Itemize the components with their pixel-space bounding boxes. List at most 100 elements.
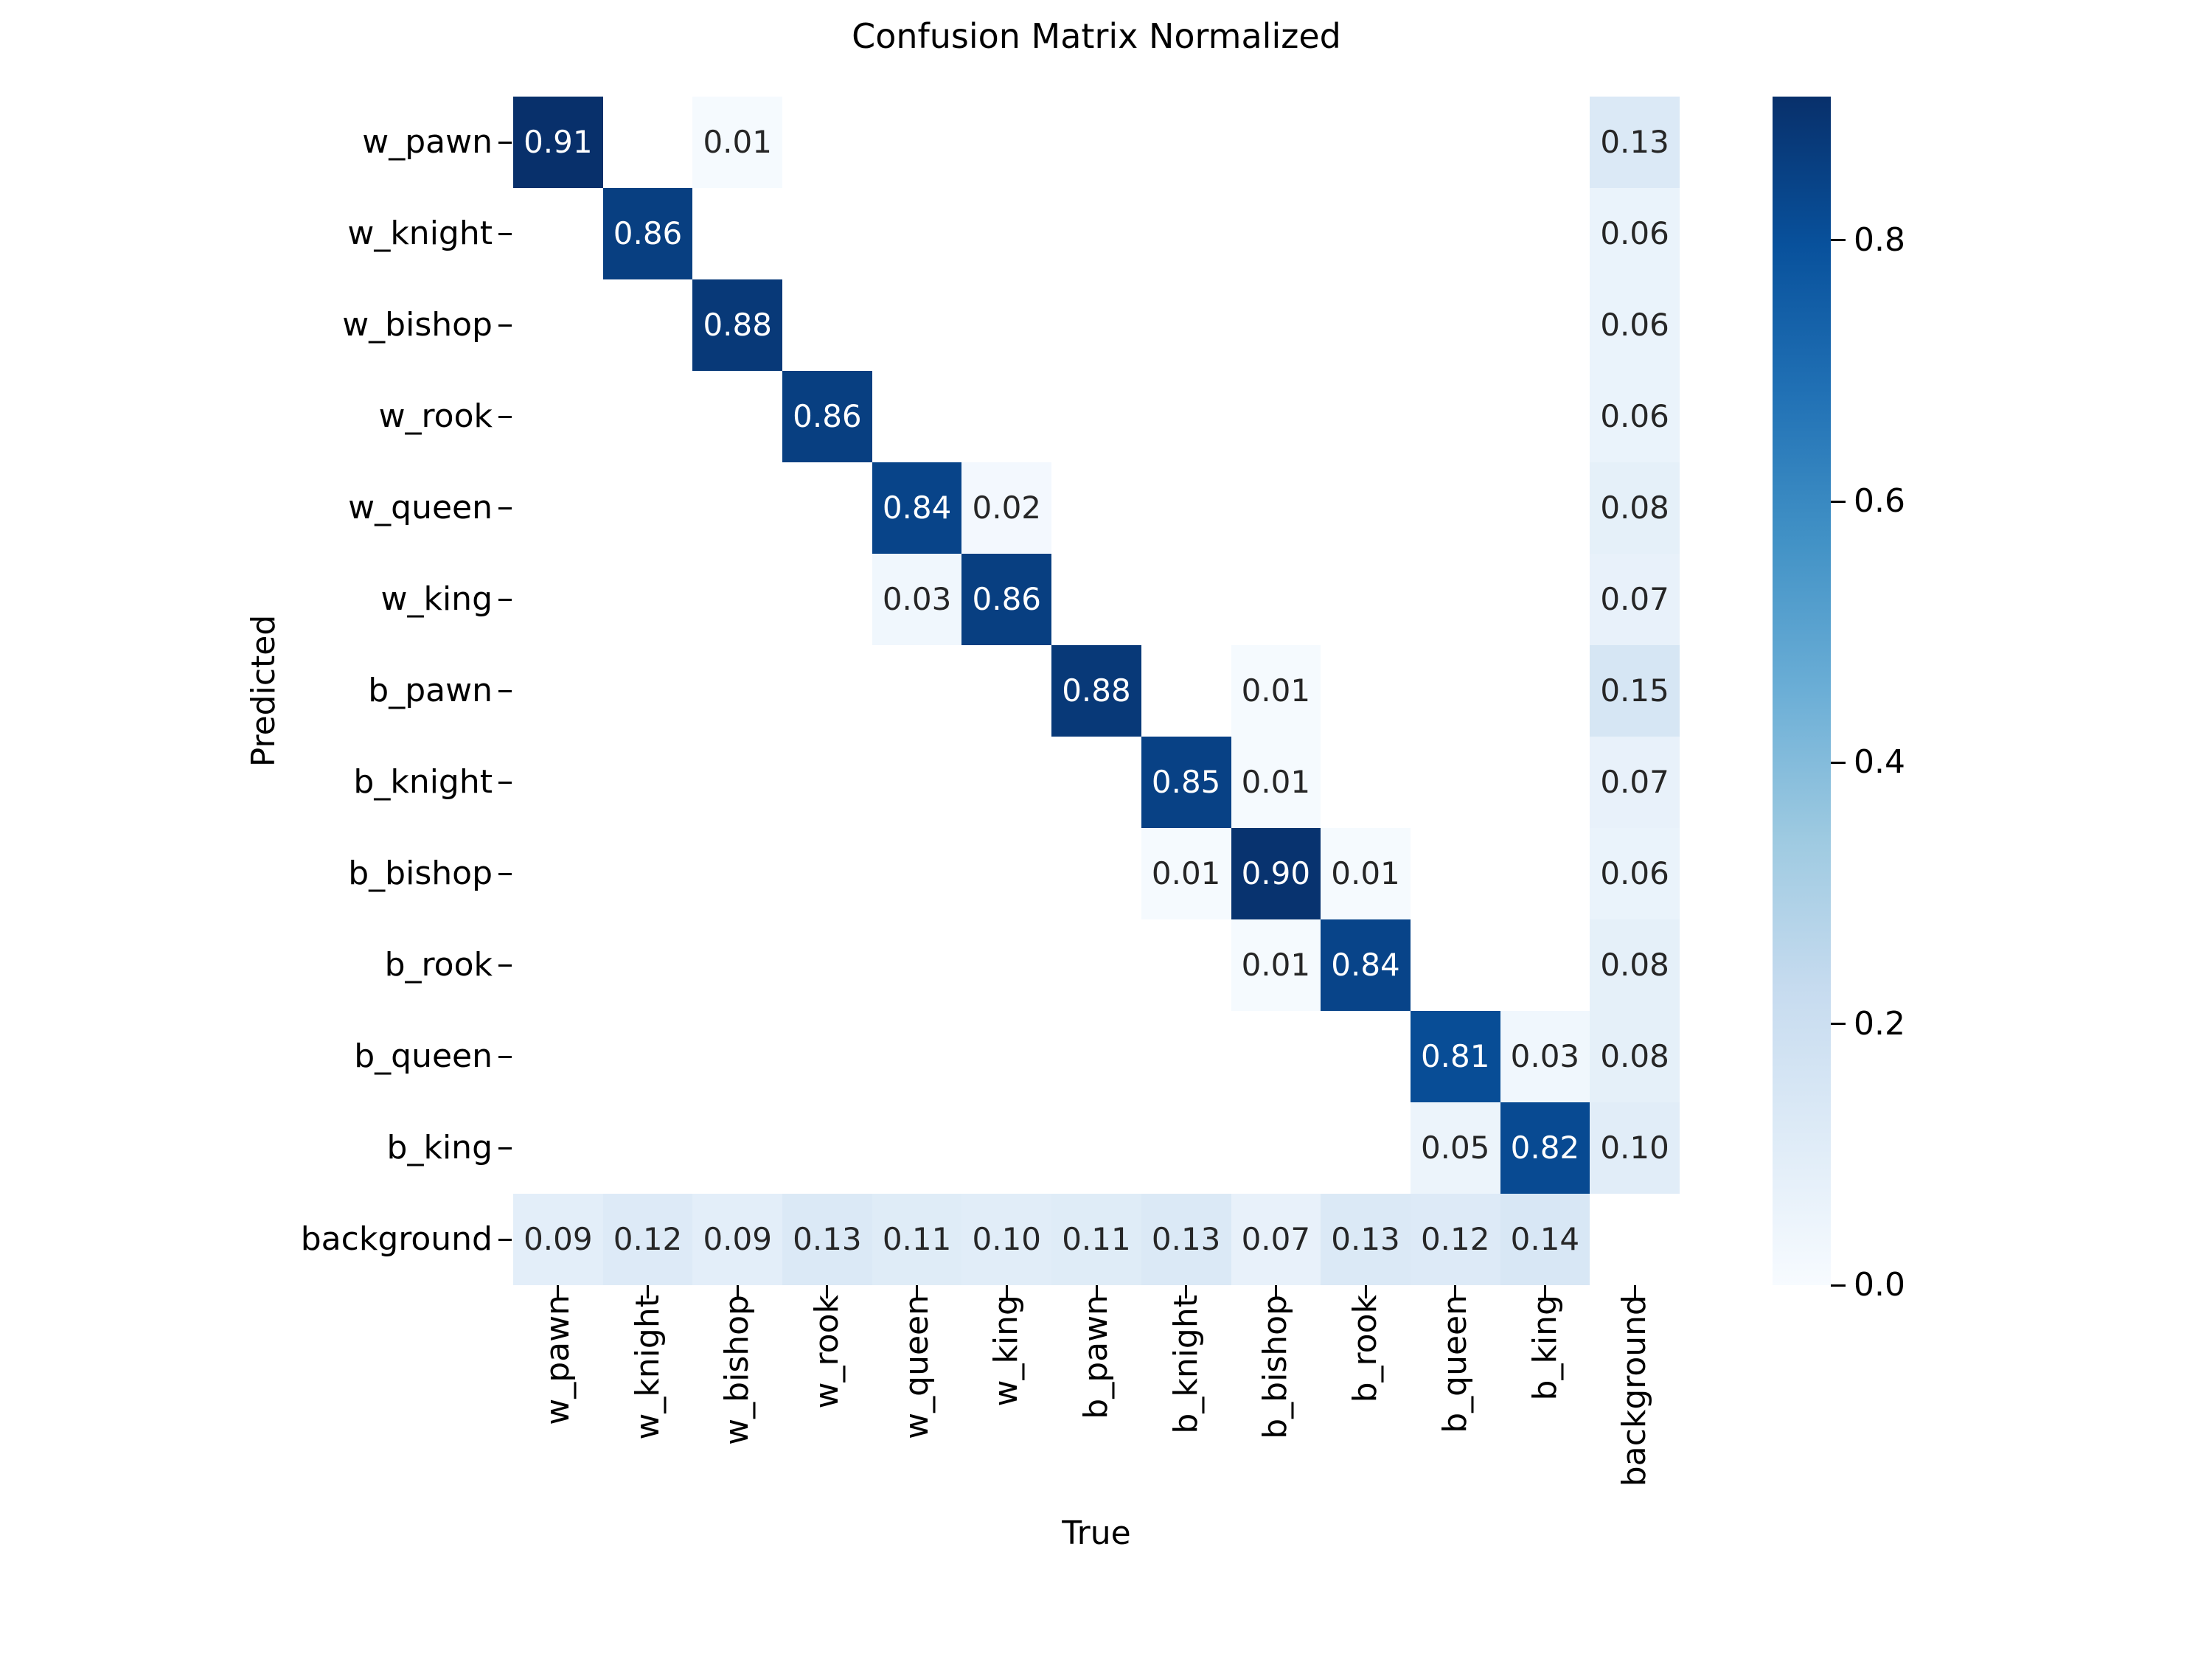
x-tick-mark bbox=[1185, 1285, 1188, 1298]
heatmap-cell bbox=[872, 828, 962, 919]
heatmap-cell: 0.01 bbox=[1231, 645, 1321, 737]
heatmap-cell bbox=[1141, 1011, 1231, 1102]
y-tick-label: w_king bbox=[380, 580, 493, 618]
heatmap-cell bbox=[1231, 462, 1321, 554]
y-tick-mark bbox=[498, 324, 512, 327]
heatmap-cell bbox=[782, 828, 872, 919]
heatmap-cell: 0.06 bbox=[1590, 188, 1680, 279]
heatmap-cell bbox=[1231, 554, 1321, 645]
heatmap-cell bbox=[961, 1011, 1052, 1102]
heatmap-cell: 0.13 bbox=[782, 1194, 872, 1285]
heatmap-cell: 0.06 bbox=[1590, 279, 1680, 371]
x-tick-label: w_king bbox=[987, 1295, 1026, 1407]
heatmap-cell bbox=[1321, 1102, 1411, 1194]
heatmap-cell bbox=[1500, 919, 1590, 1011]
heatmap-cell: 0.11 bbox=[1051, 1194, 1141, 1285]
heatmap-cell bbox=[1141, 279, 1231, 371]
heatmap-cell bbox=[872, 1011, 962, 1102]
y-tick-label: w_queen bbox=[348, 489, 493, 526]
heatmap-cell bbox=[1410, 279, 1500, 371]
heatmap-cell bbox=[602, 97, 693, 188]
heatmap-cell bbox=[692, 188, 783, 279]
heatmap-cell bbox=[1410, 645, 1500, 737]
heatmap-cell: 0.09 bbox=[692, 1194, 783, 1285]
heatmap-cell: 0.03 bbox=[872, 554, 962, 645]
y-tick-label: w_bishop bbox=[342, 306, 493, 344]
heatmap-cell: 0.01 bbox=[1321, 828, 1411, 919]
heatmap-cell bbox=[1500, 97, 1590, 188]
heatmap-cell bbox=[1051, 1102, 1141, 1194]
heatmap-cell bbox=[602, 279, 693, 371]
heatmap-cell bbox=[513, 279, 603, 371]
y-tick-label: background bbox=[300, 1220, 493, 1258]
heatmap-cell: 0.86 bbox=[961, 554, 1052, 645]
heatmap-cell bbox=[1051, 371, 1141, 462]
heatmap-cell bbox=[1500, 188, 1590, 279]
x-tick-label: background bbox=[1615, 1295, 1654, 1487]
heatmap-cell bbox=[961, 97, 1052, 188]
heatmap-cell: 0.07 bbox=[1231, 1194, 1321, 1285]
heatmap-cell bbox=[872, 1102, 962, 1194]
heatmap-cell bbox=[872, 188, 962, 279]
y-tick-label: w_pawn bbox=[362, 123, 493, 161]
heatmap-cell: 0.07 bbox=[1590, 737, 1680, 828]
y-tick-mark bbox=[498, 964, 512, 967]
heatmap-cell: 0.84 bbox=[872, 462, 962, 554]
y-tick-mark bbox=[498, 232, 512, 235]
heatmap-cell bbox=[872, 737, 962, 828]
x-tick-mark bbox=[1633, 1285, 1636, 1298]
colorbar-tick-label: 0.8 bbox=[1854, 220, 1905, 259]
heatmap-cell: 0.10 bbox=[1590, 1102, 1680, 1194]
x-axis-title: True bbox=[1062, 1514, 1131, 1552]
heatmap-cell bbox=[692, 554, 783, 645]
heatmap-cell bbox=[1410, 554, 1500, 645]
heatmap-cell bbox=[782, 1011, 872, 1102]
colorbar-tick-label: 0.2 bbox=[1854, 1004, 1905, 1043]
heatmap-cell bbox=[872, 919, 962, 1011]
x-tick-mark bbox=[1095, 1285, 1098, 1298]
heatmap-cell bbox=[692, 371, 783, 462]
heatmap-cell bbox=[782, 188, 872, 279]
heatmap-cell bbox=[1051, 828, 1141, 919]
heatmap-cell bbox=[1410, 737, 1500, 828]
heatmap-cell bbox=[1141, 919, 1231, 1011]
heatmap-cell bbox=[1231, 279, 1321, 371]
x-tick-mark bbox=[1544, 1285, 1547, 1298]
heatmap-cell: 0.12 bbox=[1410, 1194, 1500, 1285]
heatmap-cell bbox=[961, 645, 1052, 737]
x-tick-mark bbox=[647, 1285, 650, 1298]
heatmap-cell: 0.84 bbox=[1321, 919, 1411, 1011]
heatmap-cell bbox=[1410, 97, 1500, 188]
heatmap-cell bbox=[1051, 97, 1141, 188]
x-tick-label: b_knight bbox=[1166, 1295, 1205, 1434]
heatmap-cell bbox=[1410, 828, 1500, 919]
heatmap-cell bbox=[1141, 554, 1231, 645]
heatmap-cell bbox=[872, 645, 962, 737]
heatmap-cell: 0.03 bbox=[1500, 1011, 1590, 1102]
heatmap-cell bbox=[1051, 554, 1141, 645]
heatmap-cell bbox=[1321, 188, 1411, 279]
heatmap-cell bbox=[513, 828, 603, 919]
x-tick-label: w_rook bbox=[807, 1295, 846, 1409]
y-tick-mark bbox=[498, 415, 512, 418]
y-tick-label: b_pawn bbox=[368, 672, 493, 709]
heatmap-cell bbox=[513, 919, 603, 1011]
heatmap-cell bbox=[1051, 462, 1141, 554]
heatmap-cell bbox=[961, 279, 1052, 371]
x-tick-mark bbox=[826, 1285, 829, 1298]
colorbar bbox=[1773, 97, 1831, 1285]
heatmap-cell bbox=[782, 97, 872, 188]
heatmap-cell bbox=[782, 462, 872, 554]
heatmap-cell bbox=[1410, 919, 1500, 1011]
x-tick-mark bbox=[1454, 1285, 1457, 1298]
heatmap-cell: 0.10 bbox=[961, 1194, 1052, 1285]
heatmap-cell bbox=[872, 97, 962, 188]
heatmap-cell bbox=[602, 462, 693, 554]
heatmap-cell bbox=[602, 1011, 693, 1102]
heatmap-cell: 0.88 bbox=[1051, 645, 1141, 737]
heatmap-cell: 0.01 bbox=[692, 97, 783, 188]
y-tick-label: b_king bbox=[386, 1129, 493, 1166]
heatmap-cell: 0.08 bbox=[1590, 462, 1680, 554]
heatmap-cell bbox=[961, 371, 1052, 462]
